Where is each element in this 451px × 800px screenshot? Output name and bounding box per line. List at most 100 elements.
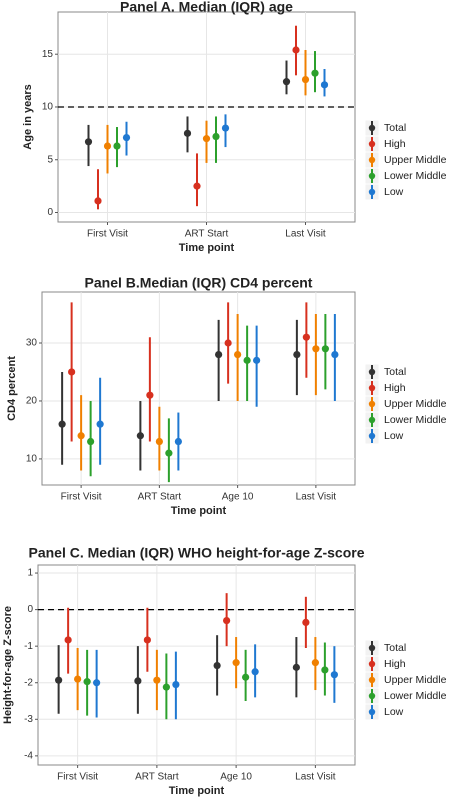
y-tick-label: -4 [24, 750, 33, 761]
y-tick-label: 30 [26, 338, 38, 349]
point [311, 659, 319, 667]
point [293, 350, 301, 359]
y-tick-label: 10 [42, 102, 54, 113]
legend-label: Low [384, 706, 404, 718]
y-tick-label: 0 [47, 207, 53, 218]
point [320, 81, 329, 89]
legend-key-point [368, 432, 376, 440]
point [143, 636, 151, 644]
legend-key-point [368, 708, 376, 716]
plot-area [37, 564, 356, 766]
legend-key-point [368, 124, 376, 132]
x-axis-title: Time point [171, 505, 227, 517]
point [155, 437, 163, 446]
y-tick-label: -1 [24, 641, 33, 652]
legend-key-point [368, 368, 376, 376]
legend-label: Lower Middle [384, 690, 447, 702]
point [202, 135, 211, 143]
legend-label: Low [384, 430, 404, 442]
x-tick-label: Last Visit [296, 492, 337, 503]
point [96, 420, 104, 428]
point [213, 661, 221, 670]
point [302, 618, 310, 627]
legend-key-point [368, 140, 376, 148]
y-axis-title: CD4 percent [6, 356, 18, 421]
legend-label: Upper Middle [384, 154, 447, 166]
y-tick-label: 10 [26, 454, 38, 465]
y-tick-label: 1 [27, 568, 33, 579]
point [251, 668, 259, 676]
point [301, 75, 310, 84]
point [253, 356, 261, 364]
point [302, 333, 310, 341]
point [232, 659, 240, 667]
point [122, 133, 131, 142]
y-axis-title: Age in years [22, 84, 34, 149]
legend-label: Total [384, 642, 406, 654]
point [136, 432, 144, 440]
legend-label: Lower Middle [384, 414, 447, 426]
point [93, 679, 101, 687]
legend-key-point [368, 660, 376, 668]
point [193, 182, 201, 190]
point [103, 142, 112, 150]
legend-key-point [368, 692, 376, 700]
x-tick-label: Age 10 [222, 492, 254, 503]
legend-key-point [368, 400, 376, 408]
x-axis-title: Time point [179, 242, 235, 254]
legend-label: Low [384, 186, 404, 198]
point [311, 69, 319, 77]
point [74, 675, 82, 683]
point [77, 432, 85, 440]
legend-key-point [368, 416, 376, 424]
point [113, 142, 121, 150]
point [68, 368, 76, 376]
point [321, 345, 329, 353]
point [183, 129, 192, 137]
point [215, 350, 223, 359]
plot-area [41, 291, 356, 486]
point [174, 437, 182, 446]
point [330, 671, 338, 679]
legend-label: Total [384, 122, 406, 134]
point [84, 138, 93, 146]
point [212, 132, 220, 141]
y-tick-label: 15 [42, 49, 54, 60]
x-tick-label: First Visit [57, 772, 98, 783]
legend-key-point [368, 676, 376, 684]
point [331, 350, 339, 359]
point [146, 391, 154, 399]
point [162, 683, 170, 691]
legend-label: Total [384, 366, 406, 378]
x-tick-label: Last Visit [285, 229, 326, 240]
point [58, 420, 66, 428]
point [83, 678, 91, 686]
legend-key-point [368, 156, 376, 164]
legend-label: High [384, 658, 406, 670]
point [64, 636, 72, 644]
x-tick-label: Last Visit [295, 772, 336, 783]
chart-title: Panel A. Median (IQR) age [120, 0, 293, 15]
legend-label: Upper Middle [384, 674, 447, 686]
legend-key-point [368, 384, 376, 392]
point [153, 676, 161, 684]
x-tick-label: First Visit [61, 492, 102, 503]
point [94, 197, 102, 205]
x-tick-label: Age 10 [220, 772, 252, 783]
x-tick-label: ART Start [185, 229, 229, 240]
chart-title: Panel C. Median (IQR) WHO height-for-age… [28, 545, 364, 561]
legend-label: Upper Middle [384, 398, 447, 410]
point [221, 124, 230, 132]
point [243, 356, 251, 364]
point [321, 666, 329, 674]
point [172, 680, 180, 689]
point [87, 437, 95, 446]
legend-key-point [368, 172, 376, 180]
y-tick-label: 0 [27, 604, 33, 615]
chart-title: Panel B.Median (IQR) CD4 percent [85, 275, 313, 291]
point [134, 677, 142, 685]
y-axis-title: Height-for-age Z-score [2, 606, 14, 724]
point [165, 449, 173, 457]
legend-label: High [384, 138, 406, 150]
